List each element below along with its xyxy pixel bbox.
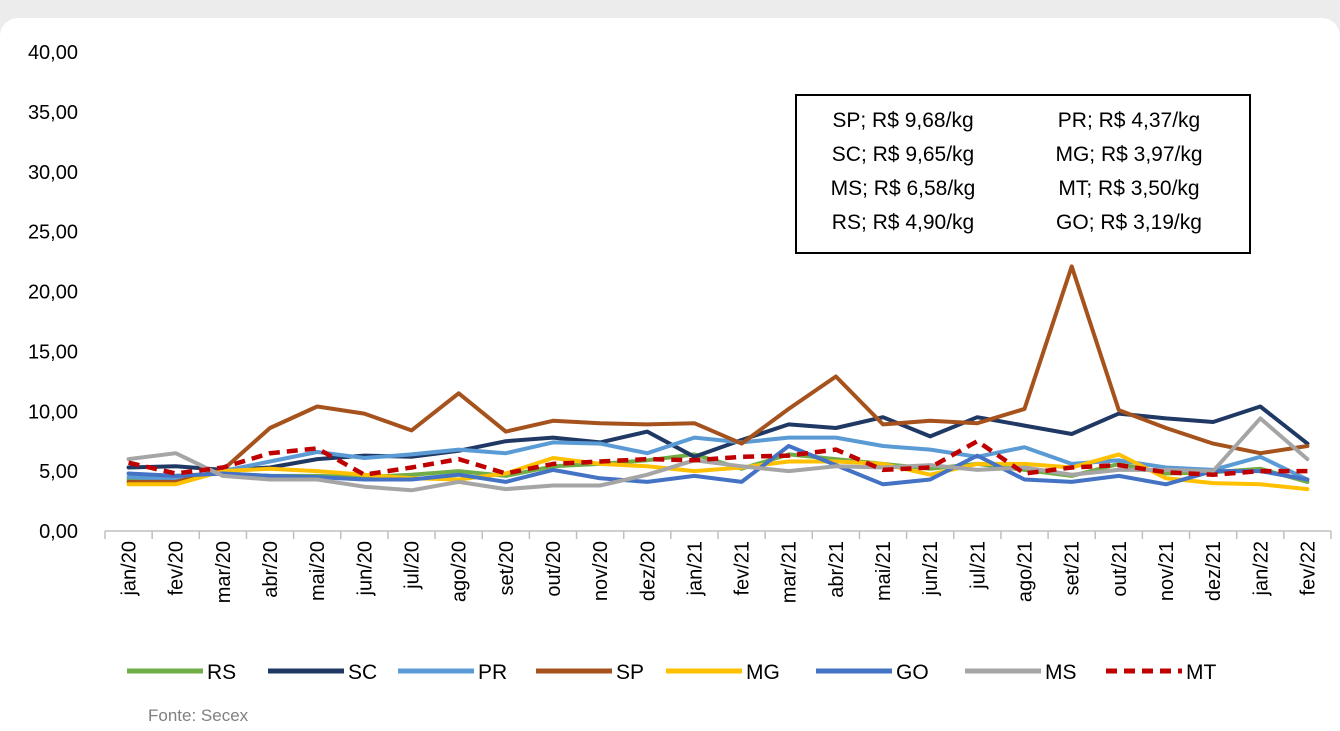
x-tick-label: nov/21 [1156, 541, 1178, 601]
y-tick-label: 40,00 [28, 42, 78, 64]
x-tick-label: out/20 [543, 541, 565, 597]
x-tick-label: nov/20 [590, 541, 612, 601]
annotation-right-line: PR; R$ 4,37/kg [1058, 109, 1200, 132]
x-tick-label: jul/20 [402, 541, 424, 590]
x-tick-label: mai/20 [307, 541, 329, 601]
legend-label-ms: MS [1045, 661, 1077, 684]
legend-label-mg: MG [746, 661, 780, 684]
x-axis: jan/20 fev/20 mar/20 abr/20 mai/20 jun/20 jul/… [104, 530, 1332, 603]
x-tick-label: jun/21 [920, 541, 942, 597]
y-tick-label: 10,00 [28, 401, 78, 423]
y-tick-label: 15,00 [28, 341, 78, 363]
x-tick-label: fev/20 [166, 541, 188, 595]
annotation-left-line: MS; R$ 6,58/kg [831, 177, 976, 200]
y-tick-label: 0,00 [39, 521, 78, 543]
x-tick-label: mar/20 [213, 541, 235, 603]
annotation-right-line: MT; R$ 3,50/kg [1058, 177, 1199, 200]
annotation-frame [795, 94, 1251, 254]
series-line-ms [126, 416, 1310, 493]
x-tick-label: dez/20 [637, 541, 659, 601]
x-tick-label: set/20 [496, 541, 518, 595]
series-line-mg [126, 452, 1310, 492]
x-tick-label: jul/21 [967, 541, 989, 590]
annotation-left-line: SP; R$ 9,68/kg [832, 109, 973, 132]
price-annotation-box: SP; R$ 9,68/kg SC; R$ 9,65/kg MS; R$ 6,58/… [795, 94, 1251, 254]
legend-label-pr: PR [478, 661, 507, 684]
x-tick-label: abr/20 [260, 541, 282, 598]
annotation-left-line: SC; R$ 9,65/kg [832, 143, 974, 166]
x-tick-label: fev/22 [1297, 541, 1319, 595]
legend-label-sp: SP [616, 661, 644, 684]
x-tick-label: ago/20 [449, 541, 471, 602]
x-tick-label: fev/21 [732, 541, 754, 595]
y-tick-label: 20,00 [28, 282, 78, 304]
y-tick-label: 25,00 [28, 222, 78, 244]
x-tick-label: jan/20 [119, 541, 141, 597]
x-tick-label: jun/20 [354, 541, 376, 597]
legend-label-go: GO [896, 661, 929, 684]
legend-label-rs: RS [207, 661, 236, 684]
legend: RS SC PR SP MG GO MS MT [127, 661, 1216, 684]
annotation-right-line: MG; R$ 3,97/kg [1055, 143, 1202, 166]
x-tick-label: out/21 [1109, 541, 1131, 597]
legend-label-mt: MT [1186, 661, 1216, 684]
y-axis: 0,00 5,00 10,00 15,00 20,00 25,00 30,00 35,00 40… [28, 42, 78, 543]
x-tick-label: mai/21 [873, 541, 895, 601]
x-tick-label: ago/21 [1015, 541, 1037, 602]
legend-label-sc: SC [348, 661, 377, 684]
series-lines [126, 264, 1310, 493]
x-tick-label: set/21 [1062, 541, 1084, 595]
x-tick-label: dez/21 [1203, 541, 1225, 601]
x-tick-label: mar/21 [779, 541, 801, 603]
y-tick-label: 30,00 [28, 162, 78, 184]
series-line-sp [126, 264, 1310, 484]
annotation-left-line: RS; R$ 4,90/kg [832, 211, 974, 234]
y-tick-label: 35,00 [28, 102, 78, 124]
annotation-right-line: GO; R$ 3,19/kg [1056, 211, 1202, 234]
x-tick-label: abr/21 [826, 541, 848, 598]
series-line-mt [128, 438, 1308, 477]
source-note: Fonte: Secex [148, 706, 249, 725]
series-line-sc [126, 404, 1310, 472]
series-line-go [126, 444, 1310, 487]
y-tick-label: 5,00 [39, 461, 78, 483]
x-tick-label: jan/21 [684, 541, 706, 597]
x-tick-label: jan/22 [1250, 541, 1272, 597]
